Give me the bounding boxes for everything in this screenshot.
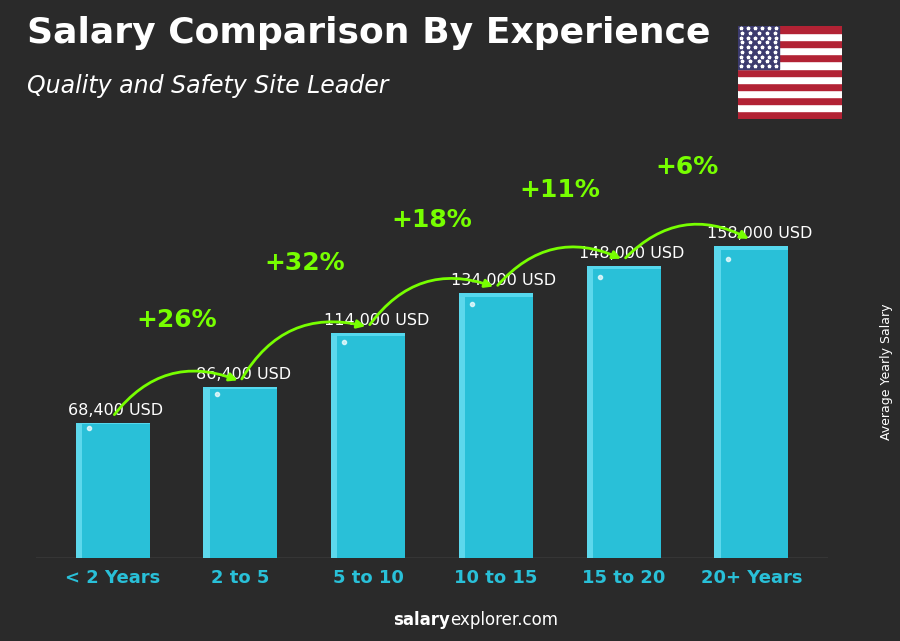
Bar: [587, 266, 661, 558]
Bar: [76, 423, 82, 558]
Text: +11%: +11%: [519, 178, 600, 202]
Bar: [738, 90, 842, 97]
Text: +26%: +26%: [136, 308, 217, 332]
Bar: [738, 54, 842, 62]
Text: explorer.com: explorer.com: [450, 612, 558, 629]
Bar: [76, 423, 149, 424]
Text: 68,400 USD: 68,400 USD: [68, 403, 163, 418]
Bar: [715, 246, 788, 250]
Bar: [738, 76, 842, 83]
Text: Salary Comparison By Experience: Salary Comparison By Experience: [27, 16, 710, 50]
Bar: [738, 83, 842, 90]
Bar: [587, 266, 593, 558]
Bar: [738, 112, 842, 119]
Text: 86,400 USD: 86,400 USD: [196, 367, 291, 382]
Bar: [203, 387, 277, 558]
Text: Quality and Safety Site Leader: Quality and Safety Site Leader: [27, 74, 389, 97]
Bar: [715, 246, 721, 558]
Text: 134,000 USD: 134,000 USD: [452, 274, 556, 288]
Bar: [738, 62, 842, 69]
Bar: [459, 294, 533, 558]
Bar: [331, 333, 405, 558]
Bar: [331, 333, 338, 558]
Bar: [459, 294, 533, 297]
Bar: [738, 97, 842, 104]
Text: Average Yearly Salary: Average Yearly Salary: [880, 304, 893, 440]
Bar: [738, 40, 842, 47]
Bar: [203, 387, 210, 558]
Text: 114,000 USD: 114,000 USD: [324, 313, 429, 328]
Bar: [203, 387, 277, 389]
Bar: [738, 26, 779, 69]
Text: salary: salary: [393, 612, 450, 629]
Bar: [738, 69, 842, 76]
Bar: [738, 33, 842, 40]
Text: 148,000 USD: 148,000 USD: [580, 246, 685, 261]
Text: +6%: +6%: [656, 155, 719, 179]
Text: 158,000 USD: 158,000 USD: [706, 226, 813, 241]
Bar: [715, 246, 788, 558]
Text: +32%: +32%: [264, 251, 345, 274]
Bar: [459, 294, 465, 558]
Bar: [587, 266, 661, 269]
Bar: [331, 333, 405, 335]
Bar: [738, 47, 842, 54]
Text: +18%: +18%: [392, 208, 472, 232]
Bar: [738, 26, 842, 33]
Bar: [738, 104, 842, 112]
Bar: [76, 423, 149, 558]
